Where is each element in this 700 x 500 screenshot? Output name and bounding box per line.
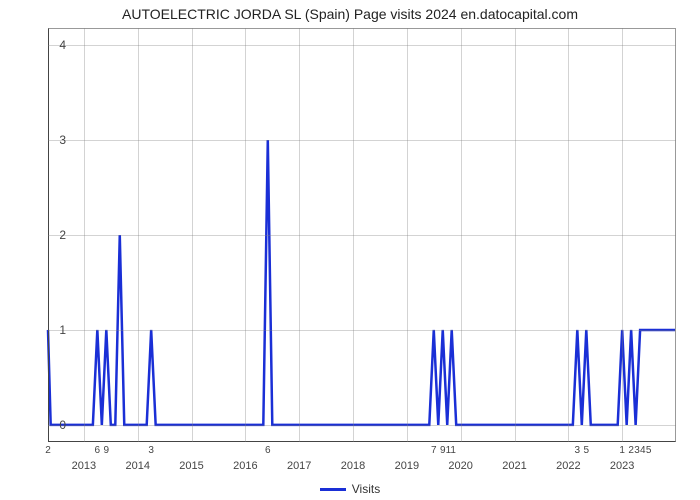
- gridline-h: [48, 45, 676, 46]
- x-tick-small: 3: [575, 445, 581, 456]
- legend-swatch: [320, 488, 346, 491]
- gridline-v: [299, 28, 300, 442]
- y-tick-label: 4: [44, 38, 66, 52]
- x-tick-year: 2015: [179, 460, 203, 472]
- gridline-h: [48, 140, 676, 141]
- gridline-h: [48, 425, 676, 426]
- x-tick-year: 2018: [341, 460, 365, 472]
- plot-area: [48, 28, 676, 442]
- y-tick-label: 3: [44, 133, 66, 147]
- gridline-v: [353, 28, 354, 442]
- gridline-v: [138, 28, 139, 442]
- gridline-v: [568, 28, 569, 442]
- y-tick-label: 0: [44, 418, 66, 432]
- y-tick-label: 1: [44, 323, 66, 337]
- gridline-v: [192, 28, 193, 442]
- x-tick-year: 2017: [287, 460, 311, 472]
- y-tick-label: 2: [44, 228, 66, 242]
- gridline-v: [461, 28, 462, 442]
- x-tick-small: 3: [148, 445, 154, 456]
- x-tick-year: 2023: [610, 460, 634, 472]
- gridline-v: [515, 28, 516, 442]
- x-tick-year: 2020: [448, 460, 472, 472]
- x-tick-year: 2013: [72, 460, 96, 472]
- x-tick-small: 1: [619, 445, 625, 456]
- x-tick-small: 6: [265, 445, 271, 456]
- x-tick-small: 7: [431, 445, 437, 456]
- gridline-v: [84, 28, 85, 442]
- gridline-h: [48, 235, 676, 236]
- x-tick-small: 9: [104, 445, 110, 456]
- legend-label: Visits: [352, 482, 380, 496]
- x-tick-small: 5: [646, 445, 652, 456]
- x-tick-year: 2022: [556, 460, 580, 472]
- visits-line-chart: AUTOELECTRIC JORDA SL (Spain) Page visit…: [0, 0, 700, 500]
- x-tick-small: 5: [584, 445, 590, 456]
- x-tick-year: 2016: [233, 460, 257, 472]
- x-tick-small: 2: [45, 445, 51, 456]
- gridline-h: [48, 330, 676, 331]
- x-tick-year: 2021: [502, 460, 526, 472]
- x-tick-year: 2019: [395, 460, 419, 472]
- gridline-v: [407, 28, 408, 442]
- gridline-v: [245, 28, 246, 442]
- legend: Visits: [0, 482, 700, 496]
- x-tick-small: 3: [634, 445, 640, 456]
- x-tick-year: 2014: [125, 460, 149, 472]
- x-tick-small: 6: [95, 445, 101, 456]
- x-tick-small: 11: [446, 445, 456, 456]
- chart-title: AUTOELECTRIC JORDA SL (Spain) Page visit…: [0, 6, 700, 22]
- x-tick-small: 2: [628, 445, 634, 456]
- x-tick-small: 4: [640, 445, 646, 456]
- gridline-v: [622, 28, 623, 442]
